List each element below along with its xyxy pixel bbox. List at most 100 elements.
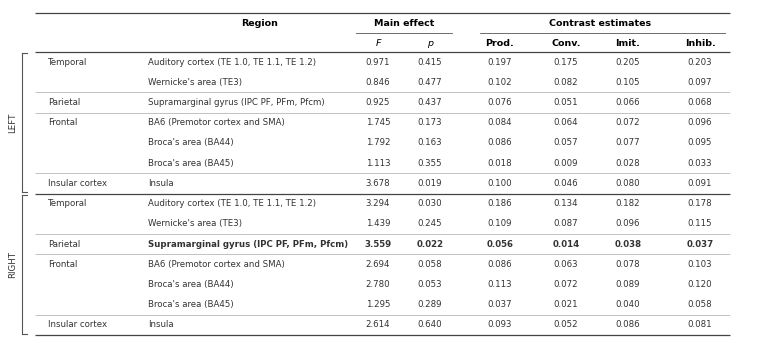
Text: Temporal: Temporal xyxy=(48,199,87,208)
Text: 0.076: 0.076 xyxy=(488,98,512,107)
Text: Temporal: Temporal xyxy=(48,58,87,67)
Text: 1.295: 1.295 xyxy=(366,300,390,309)
Text: 0.105: 0.105 xyxy=(616,78,641,87)
Text: 0.081: 0.081 xyxy=(688,320,712,329)
Text: Broca's area (BA45): Broca's area (BA45) xyxy=(148,300,233,309)
Text: 0.163: 0.163 xyxy=(418,139,442,147)
Text: 0.077: 0.077 xyxy=(616,139,641,147)
Text: 0.205: 0.205 xyxy=(616,58,641,67)
Text: 0.134: 0.134 xyxy=(554,199,578,208)
Text: Frontal: Frontal xyxy=(48,260,78,269)
Text: 0.415: 0.415 xyxy=(418,58,442,67)
Text: Prod.: Prod. xyxy=(486,38,515,47)
Text: 1.113: 1.113 xyxy=(366,159,391,168)
Text: 0.640: 0.640 xyxy=(418,320,442,329)
Text: 0.072: 0.072 xyxy=(616,118,641,127)
Text: 2.694: 2.694 xyxy=(366,260,390,269)
Text: 0.173: 0.173 xyxy=(418,118,442,127)
Text: 0.096: 0.096 xyxy=(616,219,640,228)
Text: 0.182: 0.182 xyxy=(616,199,641,208)
Text: Broca's area (BA44): Broca's area (BA44) xyxy=(148,280,233,289)
Text: 3.294: 3.294 xyxy=(366,199,390,208)
Text: Auditory cortex (TE 1.0, TE 1.1, TE 1.2): Auditory cortex (TE 1.0, TE 1.1, TE 1.2) xyxy=(148,199,316,208)
Text: Supramarginal gyrus (IPC PF, PFm, Pfcm): Supramarginal gyrus (IPC PF, PFm, Pfcm) xyxy=(148,239,348,249)
Text: Frontal: Frontal xyxy=(48,118,78,127)
Text: 0.009: 0.009 xyxy=(554,159,578,168)
Text: 0.120: 0.120 xyxy=(688,280,712,289)
Text: Insula: Insula xyxy=(148,320,173,329)
Text: 0.037: 0.037 xyxy=(686,239,714,249)
Text: 0.846: 0.846 xyxy=(366,78,391,87)
Text: p: p xyxy=(427,38,433,47)
Text: 0.178: 0.178 xyxy=(688,199,712,208)
Text: Insular cortex: Insular cortex xyxy=(48,179,107,188)
Text: 0.115: 0.115 xyxy=(688,219,712,228)
Text: Insula: Insula xyxy=(148,179,173,188)
Text: Inhib.: Inhib. xyxy=(685,38,715,47)
Text: 0.096: 0.096 xyxy=(688,118,712,127)
Text: 0.100: 0.100 xyxy=(488,179,512,188)
Text: 0.058: 0.058 xyxy=(688,300,712,309)
Text: 0.072: 0.072 xyxy=(554,280,578,289)
Text: 0.971: 0.971 xyxy=(366,58,390,67)
Text: 0.102: 0.102 xyxy=(488,78,512,87)
Text: Parietal: Parietal xyxy=(48,239,81,249)
Text: 0.021: 0.021 xyxy=(554,300,578,309)
Text: 0.068: 0.068 xyxy=(688,98,712,107)
Text: 0.084: 0.084 xyxy=(488,118,512,127)
Text: 0.355: 0.355 xyxy=(418,159,442,168)
Text: 0.103: 0.103 xyxy=(688,260,712,269)
Text: 0.046: 0.046 xyxy=(554,179,578,188)
Text: 0.082: 0.082 xyxy=(554,78,578,87)
Text: 0.028: 0.028 xyxy=(616,159,641,168)
Text: 0.058: 0.058 xyxy=(418,260,442,269)
Text: 0.186: 0.186 xyxy=(488,199,512,208)
Text: LEFT: LEFT xyxy=(8,113,17,133)
Text: 0.925: 0.925 xyxy=(366,98,390,107)
Text: Insular cortex: Insular cortex xyxy=(48,320,107,329)
Text: 0.113: 0.113 xyxy=(488,280,512,289)
Text: Broca's area (BA44): Broca's area (BA44) xyxy=(148,139,233,147)
Text: 0.057: 0.057 xyxy=(554,139,578,147)
Text: 0.095: 0.095 xyxy=(688,139,712,147)
Text: 2.780: 2.780 xyxy=(366,280,391,289)
Text: 0.086: 0.086 xyxy=(488,260,512,269)
Text: 0.038: 0.038 xyxy=(614,239,641,249)
Text: 0.089: 0.089 xyxy=(616,280,640,289)
Text: 0.197: 0.197 xyxy=(488,58,512,67)
Text: 0.019: 0.019 xyxy=(418,179,442,188)
Text: 0.030: 0.030 xyxy=(418,199,442,208)
Text: 0.109: 0.109 xyxy=(488,219,512,228)
Text: 0.063: 0.063 xyxy=(554,260,578,269)
Text: 3.678: 3.678 xyxy=(366,179,391,188)
Text: 0.051: 0.051 xyxy=(554,98,578,107)
Text: Parietal: Parietal xyxy=(48,98,81,107)
Text: 0.066: 0.066 xyxy=(616,98,641,107)
Text: Wernicke's area (TE3): Wernicke's area (TE3) xyxy=(148,78,242,87)
Text: F: F xyxy=(375,38,381,47)
Text: 0.087: 0.087 xyxy=(554,219,578,228)
Text: 0.086: 0.086 xyxy=(616,320,641,329)
Text: 3.559: 3.559 xyxy=(365,239,391,249)
Text: Conv.: Conv. xyxy=(551,38,581,47)
Text: 0.093: 0.093 xyxy=(488,320,512,329)
Text: BA6 (Premotor cortex and SMA): BA6 (Premotor cortex and SMA) xyxy=(148,118,285,127)
Text: Wernicke's area (TE3): Wernicke's area (TE3) xyxy=(148,219,242,228)
Text: 0.018: 0.018 xyxy=(488,159,512,168)
Text: Auditory cortex (TE 1.0, TE 1.1, TE 1.2): Auditory cortex (TE 1.0, TE 1.1, TE 1.2) xyxy=(148,58,316,67)
Text: Broca's area (BA45): Broca's area (BA45) xyxy=(148,159,233,168)
Text: 1.439: 1.439 xyxy=(366,219,390,228)
Text: 0.078: 0.078 xyxy=(616,260,641,269)
Text: 0.033: 0.033 xyxy=(688,159,712,168)
Text: 0.203: 0.203 xyxy=(688,58,712,67)
Text: 1.792: 1.792 xyxy=(366,139,390,147)
Text: Region: Region xyxy=(242,19,278,27)
Text: 0.014: 0.014 xyxy=(553,239,580,249)
Text: 2.614: 2.614 xyxy=(366,320,391,329)
Text: Supramarginal gyrus (IPC PF, PFm, Pfcm): Supramarginal gyrus (IPC PF, PFm, Pfcm) xyxy=(148,98,325,107)
Text: 0.097: 0.097 xyxy=(688,78,712,87)
Text: 0.022: 0.022 xyxy=(416,239,444,249)
Text: 0.437: 0.437 xyxy=(418,98,442,107)
Text: Imit.: Imit. xyxy=(616,38,641,47)
Text: 0.037: 0.037 xyxy=(488,300,512,309)
